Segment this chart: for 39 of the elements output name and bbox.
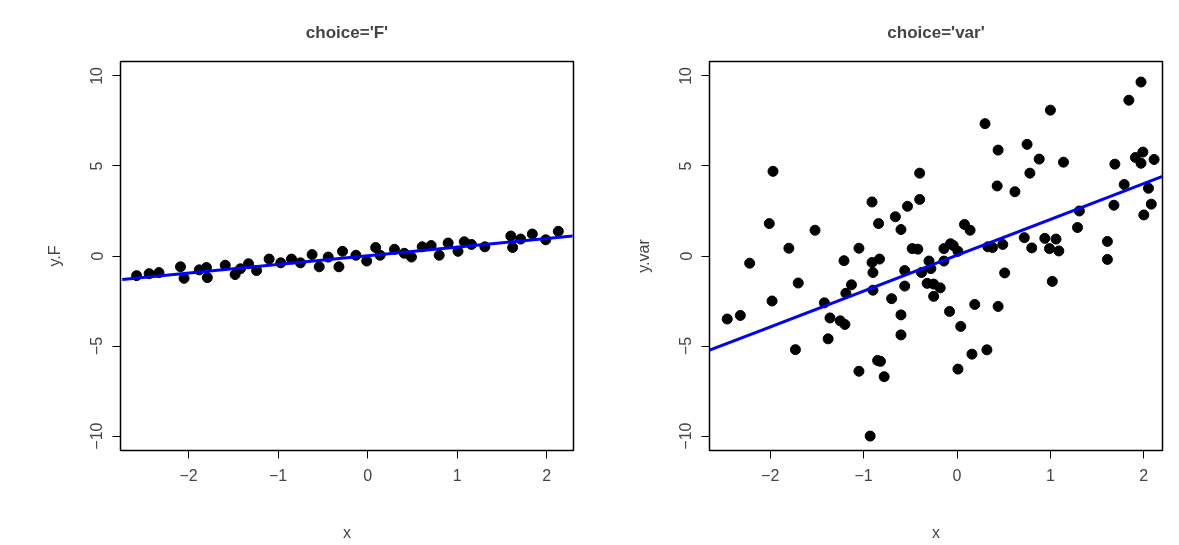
y-tick-label: 0: [677, 251, 695, 261]
x-tick-label: 0: [952, 466, 962, 484]
point: [552, 225, 564, 237]
x-tick-label: 1: [1045, 466, 1055, 484]
y-tick-label: −5: [677, 336, 695, 356]
point: [306, 249, 318, 261]
y-tick-label: 0: [88, 251, 106, 261]
x-tick-label: 1: [452, 466, 462, 484]
y-tick-label: −10: [88, 422, 106, 450]
x-tick-label: −1: [854, 466, 873, 484]
x-tick-label: −2: [179, 466, 198, 484]
point: [505, 230, 517, 242]
point: [433, 249, 445, 261]
y-axis-title: y.F: [45, 245, 63, 267]
point: [174, 261, 186, 273]
point: [201, 272, 213, 284]
point: [263, 253, 275, 265]
x-tick-label: 2: [542, 466, 552, 484]
y-tick-label: −5: [88, 336, 106, 356]
point: [337, 245, 349, 257]
y-tick-label: 5: [88, 161, 106, 171]
point: [333, 261, 345, 273]
x-tick-label: −2: [761, 466, 780, 484]
y-tick-label: −10: [677, 422, 695, 450]
point: [313, 261, 325, 273]
chart-title: choice='var': [887, 22, 985, 42]
y-axis-title: y.var: [634, 238, 652, 273]
x-axis-title: x: [343, 523, 351, 541]
x-tick-label: 2: [1139, 466, 1149, 484]
y-tick-label: 10: [88, 66, 106, 85]
x-tick-label: −1: [268, 466, 288, 484]
x-axis-title: x: [932, 523, 940, 541]
point: [507, 242, 519, 254]
chart-title: choice='F': [305, 22, 389, 42]
y-tick-label: 5: [677, 161, 695, 171]
x-tick-label: 0: [363, 466, 373, 484]
y-tick-label: 10: [677, 66, 695, 85]
point: [526, 228, 538, 240]
point: [405, 251, 417, 263]
